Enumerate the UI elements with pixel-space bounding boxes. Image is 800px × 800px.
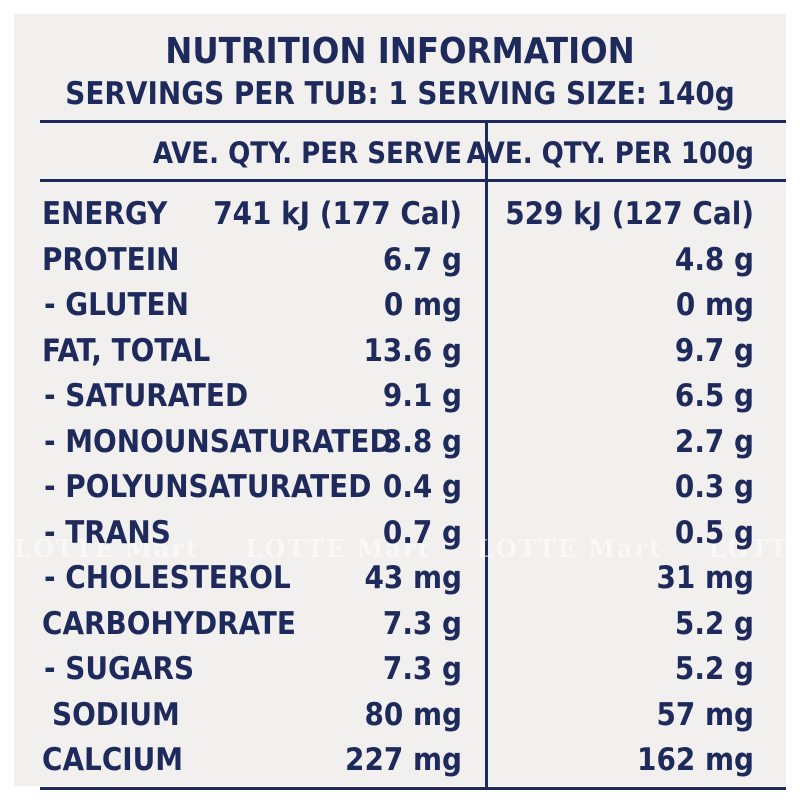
table-row-carbohydrate: CARBOHYDRATE 7.3 g 5.2 g <box>14 602 786 648</box>
value-per-100g: 57 mg <box>656 696 754 733</box>
table-row-cholesterol: - CHOLESTEROL 43 mg 31 mg <box>14 556 786 602</box>
table-row-polyunsaturated: - POLYUNSATURATED 0.4 g 0.3 g <box>14 465 786 511</box>
nutrient-name: - SATURATED <box>44 378 249 414</box>
value-per-serve: 43 mg <box>364 560 462 596</box>
nutrient-name: - MONOUNSATURATED <box>44 423 393 460</box>
nutrient-name: PROTEIN <box>42 241 180 278</box>
value-per-100g: 4.8 g <box>674 241 754 278</box>
value-per-100g: 0.3 g <box>674 469 754 505</box>
value-per-serve: 0.7 g <box>382 514 462 551</box>
table-row-sugars: - SUGARS 7.3 g 5.2 g <box>14 647 786 693</box>
table-row-energy: ENERGY 741 kJ (177 Cal) 529 kJ (127 Cal) <box>14 192 786 238</box>
value-per-100g: 31 mg <box>656 560 754 596</box>
table-row-calcium: CALCIUM 227 mg 162 mg <box>14 738 786 784</box>
label-title: NUTRITION INFORMATION <box>165 31 635 72</box>
value-per-100g: 0 mg <box>675 287 754 323</box>
value-per-serve: 7.3 g <box>382 651 462 687</box>
column-divider-rule <box>485 120 488 790</box>
value-per-100g: 529 kJ (127 Cal) <box>505 196 754 232</box>
value-per-serve: 80 mg <box>364 696 462 733</box>
nutrient-name: - TRANS <box>44 514 171 551</box>
value-per-serve: 3.8 g <box>382 423 462 460</box>
table-row-trans: - TRANS 0.7 g 0.5 g <box>14 511 786 557</box>
nutrient-name: CARBOHYDRATE <box>42 605 296 642</box>
nutrient-name: CALCIUM <box>42 742 184 778</box>
value-per-serve: 13.6 g <box>363 332 462 369</box>
value-per-serve: 6.7 g <box>382 241 462 278</box>
table-bottom-rule <box>40 787 786 790</box>
value-per-100g: 5.2 g <box>674 651 754 687</box>
nutrient-name: SODIUM <box>52 696 180 733</box>
value-per-100g: 0.5 g <box>674 514 754 551</box>
value-per-100g: 162 mg <box>637 742 754 778</box>
table-row-fat-total: FAT, TOTAL 13.6 g 9.7 g <box>14 329 786 375</box>
value-per-serve: 0 mg <box>383 287 462 323</box>
nutrient-name: - POLYUNSATURATED <box>44 469 372 505</box>
nutrient-name: - SUGARS <box>44 651 195 687</box>
value-per-serve: 7.3 g <box>382 605 462 642</box>
table-row-saturated: - SATURATED 9.1 g 6.5 g <box>14 374 786 420</box>
header-divider-rule <box>40 179 786 182</box>
value-per-100g: 6.5 g <box>674 378 754 414</box>
value-per-serve: 227 mg <box>345 742 462 778</box>
value-per-serve: 9.1 g <box>382 378 462 414</box>
value-per-100g: 2.7 g <box>674 423 754 460</box>
table-top-rule <box>40 120 786 123</box>
nutrient-name: ENERGY <box>42 196 168 232</box>
table-row-sodium: SODIUM 80 mg 57 mg <box>14 693 786 739</box>
nutrient-name: - CHOLESTEROL <box>44 560 291 596</box>
table-row-gluten: - GLUTEN 0 mg 0 mg <box>14 283 786 329</box>
column-header-per-100g: AVE. QTY. PER 100g <box>466 136 754 170</box>
nutrient-name: - GLUTEN <box>44 287 189 323</box>
table-row-monounsaturated: - MONOUNSATURATED 3.8 g 2.7 g <box>14 420 786 466</box>
table-row-protein: PROTEIN 6.7 g 4.8 g <box>14 238 786 284</box>
value-per-serve: 741 kJ (177 Cal) <box>213 196 462 232</box>
nutrition-label: NUTRITION INFORMATION SERVINGS PER TUB: … <box>14 14 786 790</box>
value-per-100g: 5.2 g <box>674 605 754 642</box>
nutrient-rows: ENERGY 741 kJ (177 Cal) 529 kJ (127 Cal)… <box>14 192 786 784</box>
serving-info: SERVINGS PER TUB: 1 SERVING SIZE: 140g <box>65 76 735 112</box>
value-per-100g: 9.7 g <box>674 332 754 369</box>
column-header-per-serve: AVE. QTY. PER SERVE <box>152 136 462 170</box>
value-per-serve: 0.4 g <box>382 469 462 505</box>
nutrient-name: FAT, TOTAL <box>42 332 211 369</box>
